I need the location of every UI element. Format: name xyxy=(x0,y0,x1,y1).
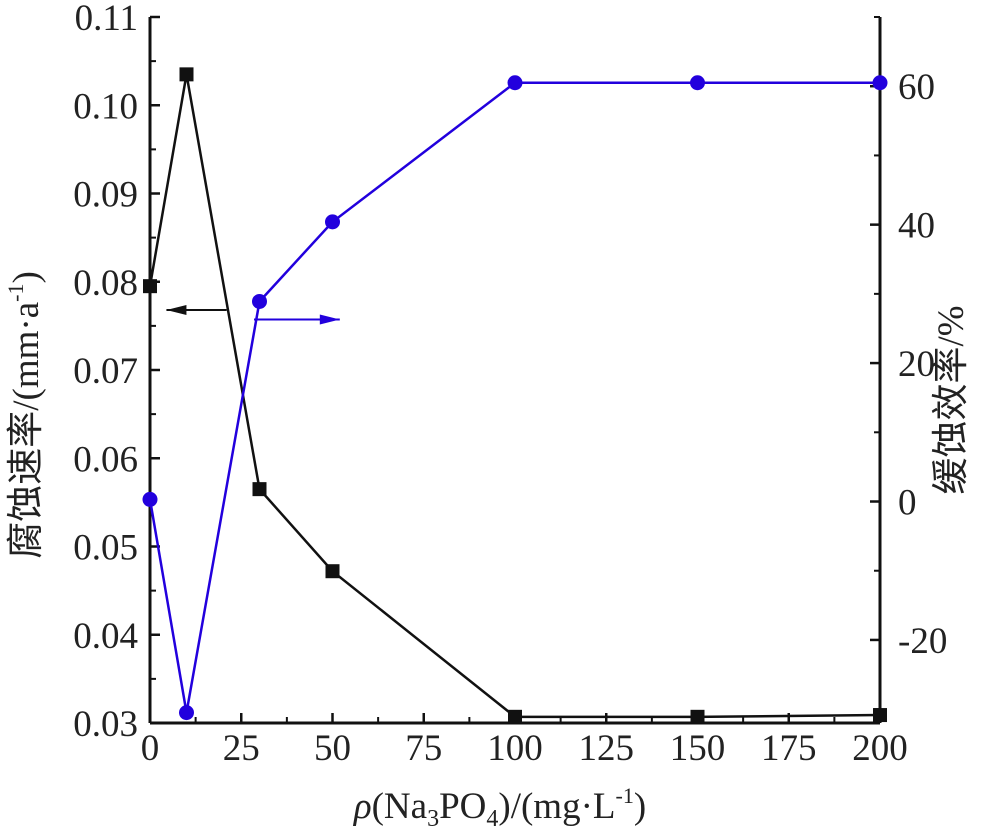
series-1-point xyxy=(690,709,705,724)
ticks: 0 25 50 75 100 125 150 175 2000.030.040.050.060.… xyxy=(73,0,947,769)
x-tick-label: 200 xyxy=(852,728,908,769)
y-left-tick-label: 0.03 xyxy=(73,704,138,745)
y-axis-left-title: 腐蚀速率/(mm·a-1) xyxy=(3,271,47,559)
axes xyxy=(148,17,882,725)
series-2-point xyxy=(179,705,194,721)
x-tick-label: 75 xyxy=(405,728,442,769)
y-axis-right-title: 缓蚀效率/% xyxy=(930,305,972,494)
x-tick-label: 150 xyxy=(670,728,726,769)
annotation-layer xyxy=(166,304,340,325)
series-line-2 xyxy=(148,81,880,713)
series-line-1 xyxy=(148,74,881,719)
y-right-tick-label: -20 xyxy=(898,621,947,662)
series-1-point xyxy=(252,482,267,497)
y-left-tick-label: 0.09 xyxy=(73,175,138,216)
series-layer xyxy=(142,67,888,724)
series-2-point xyxy=(142,491,158,507)
y-left-tick-label: 0.04 xyxy=(73,616,138,657)
y-left-tick-label: 0.11 xyxy=(75,0,138,39)
y-right-tick-label: 20 xyxy=(898,344,935,385)
x-tick-label: 50 xyxy=(314,728,351,769)
y-left-tick-label: 0.06 xyxy=(73,439,138,480)
y-right-tick-label: 0 xyxy=(898,483,917,524)
y-left-tick-label: 0.05 xyxy=(73,528,138,569)
y-left-tick-label: 0.07 xyxy=(73,351,138,392)
x-tick-label: 25 xyxy=(223,728,260,769)
y-right-tick-label: 40 xyxy=(898,206,935,247)
y-left-tick-label: 0.08 xyxy=(73,263,138,304)
series-2-point xyxy=(252,293,267,309)
x-tick-label: 175 xyxy=(761,728,817,769)
series-1-point xyxy=(143,279,157,294)
series-1-point xyxy=(508,709,522,724)
x-tick-label: 125 xyxy=(579,728,635,769)
x-axis-title: ρ(Na3PO4)/(mg·L-1) xyxy=(353,783,646,832)
x-tick-label: 100 xyxy=(487,728,543,769)
x-tick-label: 0 xyxy=(141,728,160,769)
series-1-point xyxy=(873,708,887,723)
y-left-tick-label: 0.10 xyxy=(73,86,138,127)
series-1-point xyxy=(179,67,194,82)
annotation-arrowhead-left xyxy=(166,304,187,315)
series-2-point xyxy=(325,214,340,230)
annotation-arrowhead-right xyxy=(319,314,340,325)
series-2-point xyxy=(690,75,705,91)
series-1-point xyxy=(325,564,340,579)
series-2-point xyxy=(872,75,888,91)
series-2-point xyxy=(507,75,523,91)
y-right-tick-label: 60 xyxy=(898,67,935,108)
